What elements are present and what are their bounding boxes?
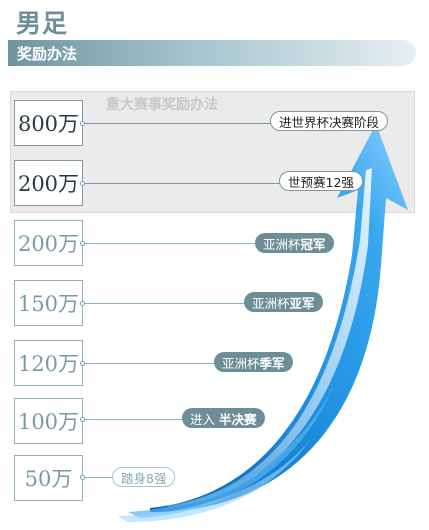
reward-amount-asian-cup-champion: 200万: [14, 220, 83, 266]
reward-amount-asian-cup-third: 120万: [14, 340, 83, 386]
reward-amount-world-cup: 800万: [14, 100, 83, 146]
row-dot: [80, 417, 85, 422]
reward-amount-asian-cup-runner-up: 150万: [14, 280, 83, 326]
row-dot: [80, 361, 85, 366]
row-dot: [80, 301, 85, 306]
event-top8: 踏身8强: [112, 467, 176, 487]
event-asian-cup-runner-up: 亚洲杯 亚军: [244, 292, 323, 312]
row-connector: [83, 303, 245, 304]
reward-amount-qualifier: 200万: [14, 160, 83, 206]
row-connector: [83, 363, 215, 364]
reward-amount-semifinal: 100万: [14, 398, 83, 444]
row-connector: [83, 123, 271, 124]
event-asian-cup-third: 亚洲杯 季军: [214, 352, 293, 372]
row-connector: [83, 477, 113, 478]
row-dot: [80, 475, 85, 480]
event-asian-cup-champion: 亚洲杯 冠军: [255, 233, 334, 253]
row-dot: [80, 181, 85, 186]
row-dot: [80, 241, 85, 246]
major-events-label: 重大赛事奖励办法: [106, 97, 218, 113]
subtitle-text: 奖励办法: [17, 45, 78, 63]
reward-amount-top8: 50万: [14, 455, 83, 501]
row-dot: [80, 121, 85, 126]
page-title: 男足: [16, 9, 69, 38]
subtitle-banner: 奖励办法: [8, 40, 416, 66]
row-connector: [83, 419, 183, 420]
event-qualifier-top12: 世预赛12强: [279, 171, 363, 191]
row-connector: [83, 243, 255, 244]
row-connector: [83, 183, 280, 184]
event-world-cup-finals: 进世界杯决赛阶段: [270, 111, 389, 131]
event-semifinal: 进入 半决赛: [182, 408, 265, 428]
